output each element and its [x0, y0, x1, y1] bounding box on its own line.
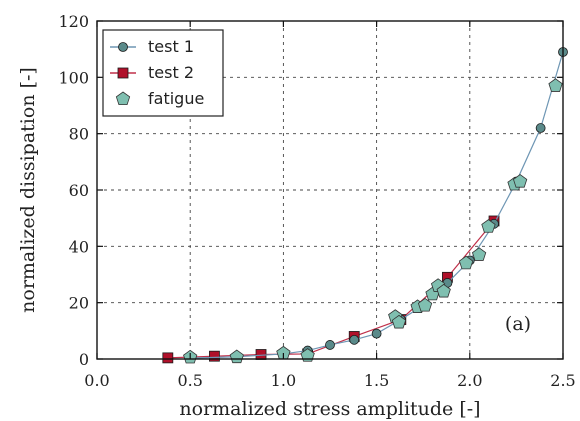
x-tick-label: 1.5: [364, 371, 389, 390]
y-tick-label: 100: [58, 68, 89, 87]
data-point-fatigue: [391, 314, 407, 329]
legend-label: test 1: [148, 37, 194, 56]
legend: test 1 test 2 fatigue: [102, 29, 224, 117]
legend-marker-fatigue: [115, 91, 131, 106]
data-point-test-2: [209, 350, 220, 362]
data-point-fatigue: [300, 348, 315, 362]
data-point-fatigue: [417, 297, 433, 312]
legend-entry-test-2: test 2: [110, 63, 194, 82]
data-point-test-1: [325, 340, 335, 350]
x-axis-label: normalized stress amplitude [-]: [179, 398, 480, 420]
legend-entry-fatigue: fatigue: [115, 89, 204, 108]
data-point-fatigue: [436, 283, 451, 298]
series-fatigue: [183, 78, 563, 364]
data-point-fatigue: [229, 349, 244, 364]
y-tick-label: 120: [58, 12, 89, 31]
data-point-test-1: [535, 123, 546, 133]
tick-labels: 0.0 0.5 1.0 1.5 2.0 2.5 0 20 40 60 80 100 120: [58, 12, 575, 390]
axis-ticks: [96, 20, 564, 360]
y-tick-label: 40: [69, 237, 89, 256]
y-tick-label: 60: [69, 181, 89, 200]
x-tick-label: 0.5: [177, 371, 202, 390]
x-tick-label: 2.5: [550, 371, 575, 390]
data-point-fatigue: [512, 174, 528, 188]
y-tick-label: 80: [69, 125, 89, 144]
y-tick-label: 0: [79, 350, 89, 369]
legend-label: test 2: [148, 63, 194, 82]
data-point-fatigue: [458, 255, 474, 270]
x-tick-label: 0.0: [84, 371, 109, 390]
data-point-test-2: [162, 352, 174, 364]
grid: [97, 21, 563, 359]
panel-label: (a): [505, 313, 531, 335]
data-point-fatigue: [548, 78, 563, 92]
data-point-test-1: [349, 334, 360, 345]
x-tick-label: 1.0: [271, 371, 296, 390]
legend-label: fatigue: [148, 89, 204, 108]
y-tick-label: 20: [69, 294, 89, 313]
y-axis-label: normalized dissipation [-]: [17, 67, 39, 313]
legend-marker-test-2: [117, 67, 129, 79]
data-point-fatigue: [471, 247, 487, 261]
data-point-fatigue: [481, 219, 496, 233]
legend-marker-test-1: [118, 42, 128, 52]
legend-entry-test-1: test 1: [110, 37, 194, 56]
x-tick-label: 2.0: [457, 371, 482, 390]
data-point-test-1: [371, 328, 382, 339]
